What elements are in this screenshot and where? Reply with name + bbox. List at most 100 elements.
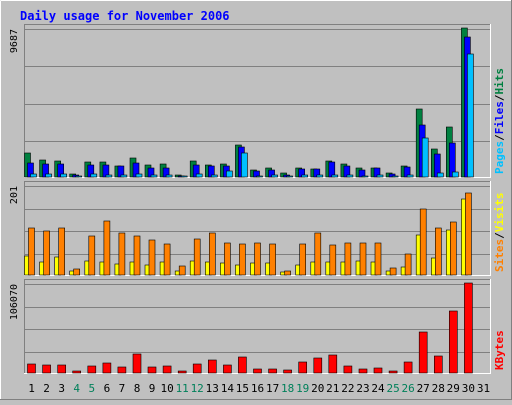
- bar-pages-day-25: [391, 175, 399, 178]
- x-tick-label-day-11: 11: [176, 382, 189, 395]
- bar-kbytes-day-7: [117, 366, 127, 374]
- x-tick-label-day-3: 3: [58, 382, 65, 395]
- bar-pages-day-22: [346, 174, 354, 178]
- bar-sites-day-6: [103, 220, 111, 276]
- x-tick-label-day-19: 19: [296, 382, 309, 395]
- bar-pages-day-26: [406, 174, 414, 178]
- bar-pages-day-23: [361, 175, 369, 178]
- x-tick-label-day-17: 17: [266, 382, 279, 395]
- bar-kbytes-day-1: [27, 363, 36, 374]
- bar-sites-day-23: [359, 242, 367, 276]
- x-tick-label-day-16: 16: [251, 382, 264, 395]
- x-tick-label-day-30: 30: [462, 382, 475, 395]
- x-tick-label-day-25: 25: [386, 382, 399, 395]
- x-tick-label-day-6: 6: [104, 382, 111, 395]
- x-tick-label-day-1: 1: [28, 382, 35, 395]
- legend-entry: Hits: [493, 68, 506, 95]
- bar-pages-day-21: [331, 174, 339, 178]
- x-tick-label-day-21: 21: [326, 382, 339, 395]
- bar-kbytes-day-29: [448, 310, 458, 374]
- bar-pages-day-18: [286, 175, 293, 178]
- bar-pages-day-6: [105, 174, 113, 178]
- bar-kbytes-day-15: [238, 356, 247, 374]
- x-tick-label-day-15: 15: [236, 382, 249, 395]
- bar-kbytes-day-11: [177, 370, 187, 374]
- bar-kbytes-day-5: [87, 365, 97, 374]
- bar-pages-day-28: [436, 172, 444, 178]
- bar-kbytes-day-3: [57, 364, 67, 374]
- bar-pages-day-16: [256, 175, 263, 178]
- bar-kbytes-day-22: [343, 365, 353, 374]
- bar-kbytes-day-21: [328, 354, 338, 374]
- bar-kbytes-day-12: [192, 363, 202, 374]
- bar-pages-day-5: [90, 173, 98, 178]
- bar-sites-day-19: [299, 243, 307, 276]
- x-tick-label-day-12: 12: [191, 382, 204, 395]
- panel-kbytes-ymax-label: 106070: [9, 284, 20, 320]
- bar-sites-day-7: [118, 232, 126, 276]
- bar-kbytes-day-24: [373, 367, 383, 374]
- panel-kbytes-legend: KBytes: [493, 330, 506, 370]
- bar-sites-day-26: [404, 253, 412, 276]
- bar-pages-day-15: [241, 152, 248, 178]
- bar-sites-day-27: [419, 208, 427, 276]
- x-tick-label-day-13: 13: [206, 382, 219, 395]
- bar-pages-day-14: [226, 170, 233, 178]
- bar-pages-day-9: [150, 174, 158, 178]
- bar-sites-day-10: [163, 243, 171, 276]
- bar-pages-day-12: [195, 173, 203, 178]
- bar-kbytes-day-19: [298, 361, 308, 374]
- bar-kbytes-day-6: [102, 362, 112, 374]
- bar-sites-day-12: [193, 238, 201, 276]
- bar-sites-day-22: [344, 242, 352, 276]
- bar-pages-day-20: [316, 174, 324, 178]
- bar-sites-day-8: [133, 235, 141, 276]
- panel-hits-files-pages-background: [24, 24, 491, 178]
- bar-kbytes-day-25: [388, 370, 398, 374]
- bar-sites-day-20: [314, 232, 322, 276]
- bar-pages-day-8: [135, 173, 143, 178]
- x-tick-label-day-2: 2: [43, 382, 50, 395]
- bar-kbytes-day-30: [464, 282, 473, 374]
- x-tick-label-day-4: 4: [73, 382, 80, 395]
- bar-sites-day-29: [449, 221, 457, 276]
- bar-sites-day-14: [224, 242, 231, 276]
- x-tick-label-day-5: 5: [88, 382, 95, 395]
- bar-kbytes-day-8: [132, 353, 142, 374]
- bar-sites-day-30: [465, 192, 472, 276]
- x-tick-label-day-24: 24: [371, 382, 385, 395]
- bar-sites-day-3: [58, 227, 66, 276]
- bar-kbytes-day-14: [223, 364, 232, 374]
- legend-entry: Pages: [493, 141, 506, 174]
- panel-kbytes-background: [24, 279, 491, 374]
- bar-kbytes-day-10: [162, 365, 172, 374]
- x-tick-label-day-28: 28: [432, 382, 445, 395]
- x-tick-label-day-7: 7: [119, 382, 126, 395]
- bar-pages-day-11: [180, 175, 188, 178]
- bar-sites-day-4: [73, 268, 80, 276]
- panel-visits-sites-ymax-label: 201: [9, 186, 20, 204]
- bar-kbytes-day-17: [268, 368, 277, 374]
- x-tick-label-day-27: 27: [417, 382, 430, 395]
- bar-kbytes-day-23: [358, 368, 368, 374]
- x-tick-label-day-22: 22: [341, 382, 354, 395]
- bar-kbytes-day-20: [313, 357, 323, 374]
- x-tick-label-day-10: 10: [160, 382, 173, 395]
- x-tick-label-day-20: 20: [311, 382, 324, 395]
- chart-title: Daily usage for November 2006: [20, 9, 230, 23]
- bar-sites-day-21: [329, 244, 337, 276]
- x-tick-label-day-23: 23: [356, 382, 369, 395]
- bar-sites-day-15: [239, 243, 246, 276]
- bar-sites-day-16: [254, 242, 261, 276]
- bar-pages-day-7: [120, 174, 128, 178]
- panel-visits-sites-legend: Sites/Visits: [493, 193, 506, 273]
- bar-sites-day-1: [28, 227, 35, 276]
- bar-pages-day-19: [301, 174, 309, 178]
- bar-pages-day-29: [451, 171, 459, 178]
- bar-sites-day-18: [284, 270, 291, 276]
- legend-entry: Files: [493, 101, 506, 134]
- bar-sites-day-5: [88, 235, 96, 276]
- x-tick-label-day-31: 31: [477, 382, 490, 395]
